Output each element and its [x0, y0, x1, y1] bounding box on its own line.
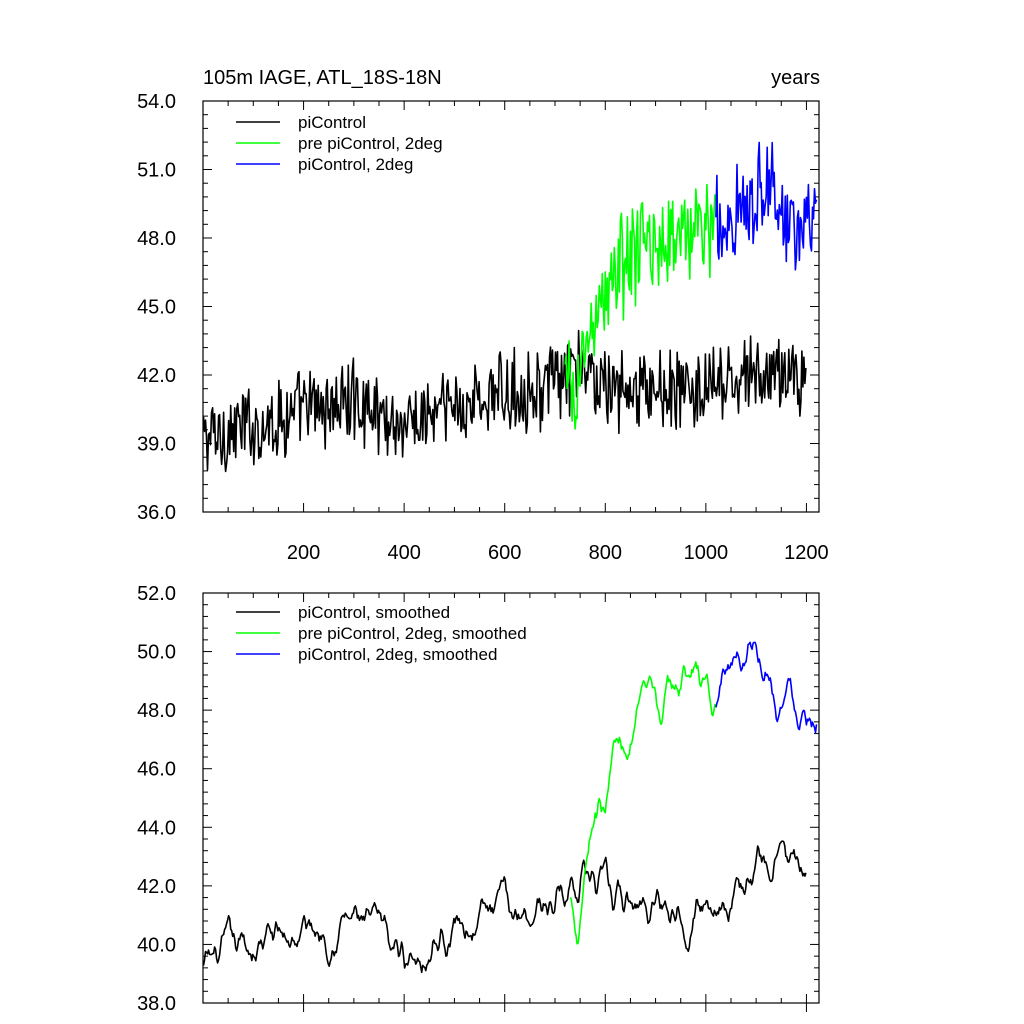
bottom-legend: piControl, smoothed pre piControl, 2deg, … — [236, 603, 527, 664]
y-tick-label: 46.0 — [137, 759, 176, 781]
top-panel-title: 105m IAGE, ATL_18S-18N — [203, 67, 442, 89]
bottom-axes-ticks: 38.0 40.0 42.0 44.0 46.0 48.0 50.0 52.0 — [137, 583, 819, 1015]
y-tick-label: 38.0 — [137, 993, 176, 1015]
series-line — [202, 840, 807, 974]
top-plot-frame — [202, 100, 820, 513]
legend-label: pre piControl, 2deg, smoothed — [298, 624, 527, 643]
bottom-series-group — [202, 641, 818, 974]
x-tick-label: 1200 — [784, 542, 829, 564]
legend-label: piControl — [298, 113, 366, 132]
legend-label: piControl, 2deg, smoothed — [298, 645, 497, 664]
y-tick-label: 52.0 — [137, 583, 176, 605]
series-line — [715, 641, 818, 734]
y-tick-label: 42.0 — [137, 876, 176, 898]
y-tick-label: 45.0 — [137, 297, 176, 319]
top-panel: 105m IAGE, ATL_18S-18N years 36.0 39.0 42.… — [137, 67, 829, 564]
y-tick-label: 42.0 — [137, 365, 176, 387]
top-axes-ticks: 36.0 39.0 42.0 45.0 48.0 51.0 54.0 200 400 600 800… — [137, 91, 829, 564]
x-tick-label: 600 — [488, 542, 521, 564]
y-tick-label: 48.0 — [137, 700, 176, 722]
series-line — [564, 183, 717, 430]
x-tick-label: 800 — [589, 542, 622, 564]
x-tick-label: 400 — [387, 542, 420, 564]
y-tick-label: 44.0 — [137, 817, 176, 839]
top-series-group — [202, 141, 818, 473]
bottom-panel: 38.0 40.0 42.0 44.0 46.0 48.0 50.0 52.0 piContr… — [137, 583, 820, 1015]
top-panel-x-units: years — [771, 67, 820, 89]
x-tick-label: 200 — [287, 542, 320, 564]
series-line — [202, 329, 807, 473]
legend-label: piControl, smoothed — [298, 603, 450, 622]
top-legend: piControl pre piControl, 2deg piControl, 2… — [236, 113, 443, 174]
y-tick-label: 39.0 — [137, 434, 176, 456]
legend-label: pre piControl, 2deg — [298, 134, 443, 153]
y-tick-label: 51.0 — [137, 160, 176, 182]
y-tick-label: 54.0 — [137, 91, 176, 113]
y-tick-label: 40.0 — [137, 934, 176, 956]
legend-label: piControl, 2deg — [298, 155, 413, 174]
series-line — [715, 141, 818, 271]
y-tick-label: 48.0 — [137, 228, 176, 250]
x-tick-label: 1000 — [684, 542, 729, 564]
bottom-plot-frame — [202, 592, 820, 1004]
y-tick-label: 36.0 — [137, 502, 176, 524]
y-tick-label: 50.0 — [137, 642, 176, 664]
series-line — [569, 661, 717, 945]
